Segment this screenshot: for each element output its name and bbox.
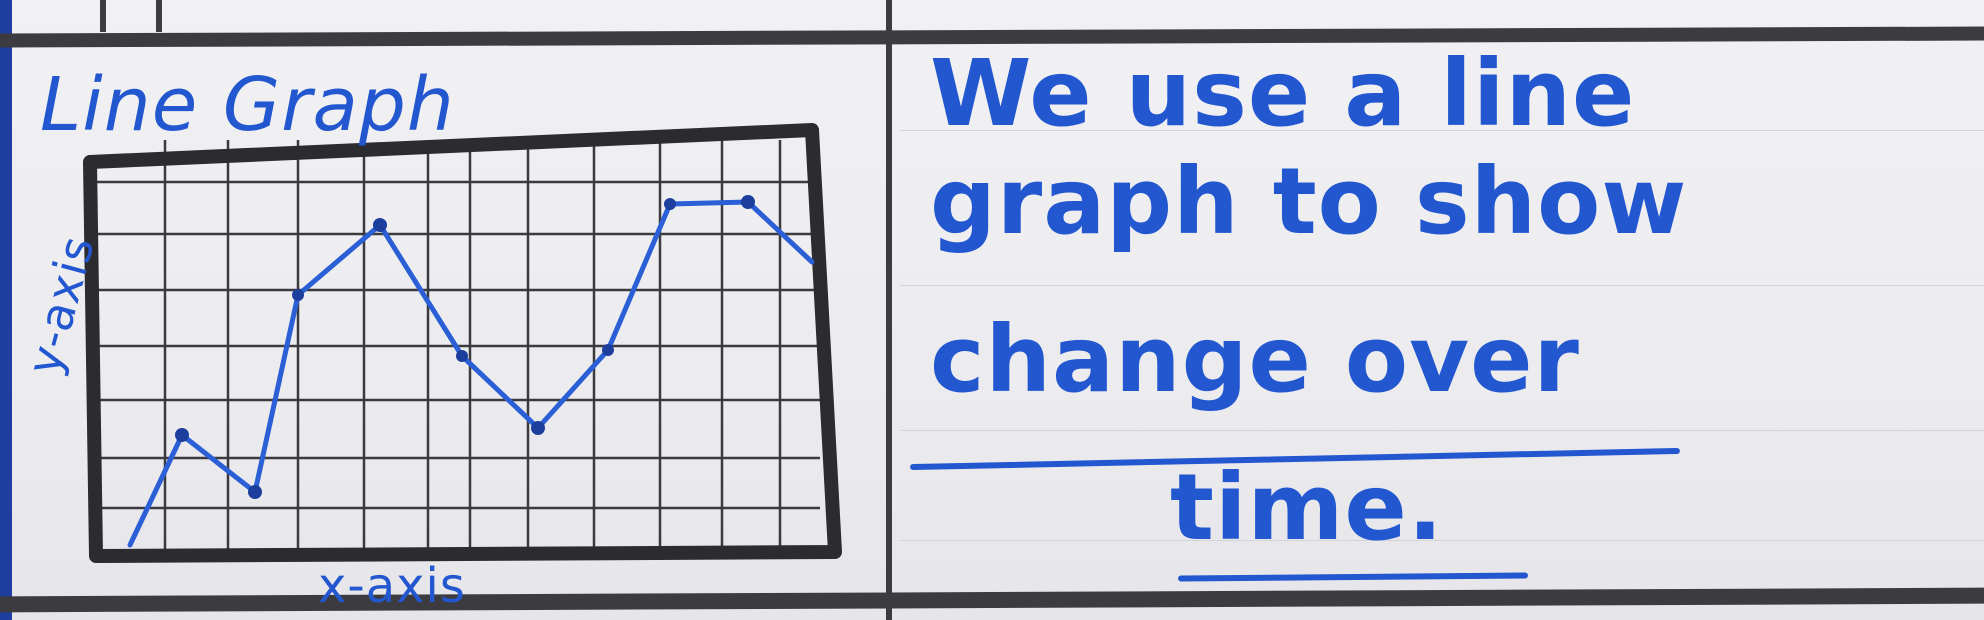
graph-title: Line Graph [40, 62, 455, 148]
graph-frame [83, 123, 842, 563]
sentence-line-1: We use a line [930, 40, 1636, 147]
sentence-line-3: change over [930, 306, 1580, 413]
blue-wall-edge [0, 0, 12, 620]
panel-divider [886, 0, 892, 620]
data-points [175, 195, 755, 499]
x-axis-label: x-axis [318, 558, 466, 614]
sentence-line-2: graph to show [930, 148, 1688, 255]
paper-rule [900, 540, 1984, 541]
paper-rule [900, 430, 1984, 431]
paper-rule [900, 130, 1984, 131]
graph-grid [90, 140, 820, 550]
sentence-line-4: time. [1170, 454, 1444, 561]
top-stub-line [156, 0, 162, 32]
top-stub-line [100, 0, 106, 32]
paper-rule [900, 285, 1984, 286]
